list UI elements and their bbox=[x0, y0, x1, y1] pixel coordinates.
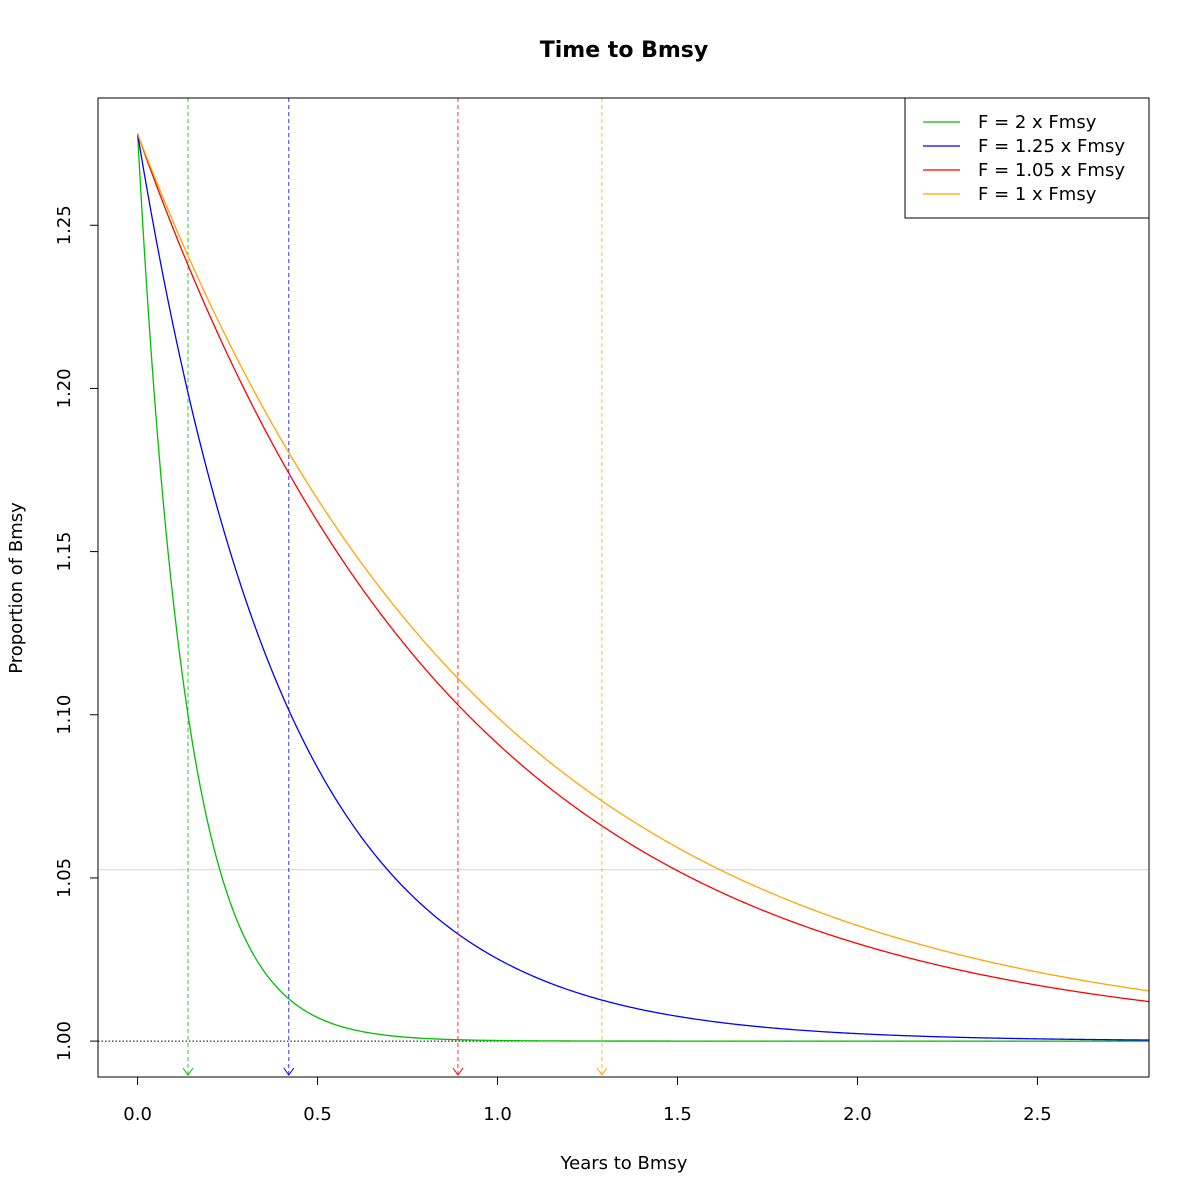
target-arrow-f-2-x-fmsy bbox=[182, 1067, 194, 1076]
x-axis-label: Years to Bmsy bbox=[560, 1153, 688, 1174]
y-tick-label: 1.05 bbox=[54, 858, 75, 898]
y-tick-label: 1.25 bbox=[54, 205, 75, 245]
y-axis-label: Proportion of Bmsy bbox=[6, 502, 27, 674]
legend-box bbox=[904, 97, 1150, 219]
chart-title: Time to Bmsy bbox=[540, 38, 708, 63]
x-tick-label: 2.0 bbox=[843, 1104, 872, 1125]
target-arrow-f-1-x-fmsy bbox=[596, 1067, 608, 1076]
plot-area bbox=[98, 98, 1149, 1076]
x-tick-label: 0.5 bbox=[303, 1104, 332, 1125]
axes: 0.0 0.5 1.0 1.5 2.0 2.5 1.00 1.05 1.10 1.15 1.20 1.… bbox=[54, 205, 1052, 1125]
legend-label: F = 2 x Fmsy bbox=[978, 112, 1097, 133]
legend-label: F = 1.05 x Fmsy bbox=[978, 160, 1125, 181]
x-tick-label: 1.5 bbox=[663, 1104, 692, 1125]
legend-label: F = 1 x Fmsy bbox=[978, 184, 1097, 205]
plot-frame bbox=[97, 97, 1150, 1078]
x-tick-label: 0.0 bbox=[123, 1104, 152, 1125]
x-tick-label: 1.0 bbox=[483, 1104, 512, 1125]
series-line-f-1-05-x-fmsy bbox=[136, 133, 1149, 1003]
y-tick-label: 1.20 bbox=[54, 368, 75, 408]
series-group bbox=[98, 98, 1149, 1076]
series-line-f-2-x-fmsy bbox=[136, 133, 1149, 1042]
target-arrow-f-1-25-x-fmsy bbox=[283, 1067, 295, 1076]
series-line-f-1-25-x-fmsy bbox=[136, 133, 1149, 1041]
y-tick-label: 1.10 bbox=[54, 695, 75, 735]
y-tick-label: 1.00 bbox=[54, 1021, 75, 1061]
legend-label: F = 1.25 x Fmsy bbox=[978, 136, 1125, 157]
y-tick-label: 1.15 bbox=[54, 532, 75, 572]
target-arrow-f-1-05-x-fmsy bbox=[452, 1067, 464, 1076]
x-tick-label: 2.5 bbox=[1023, 1104, 1052, 1125]
legend: F = 2 x Fmsy F = 1.25 x Fmsy F = 1.05 x Fm… bbox=[904, 97, 1150, 219]
series-line-f-1-x-fmsy bbox=[136, 133, 1149, 992]
